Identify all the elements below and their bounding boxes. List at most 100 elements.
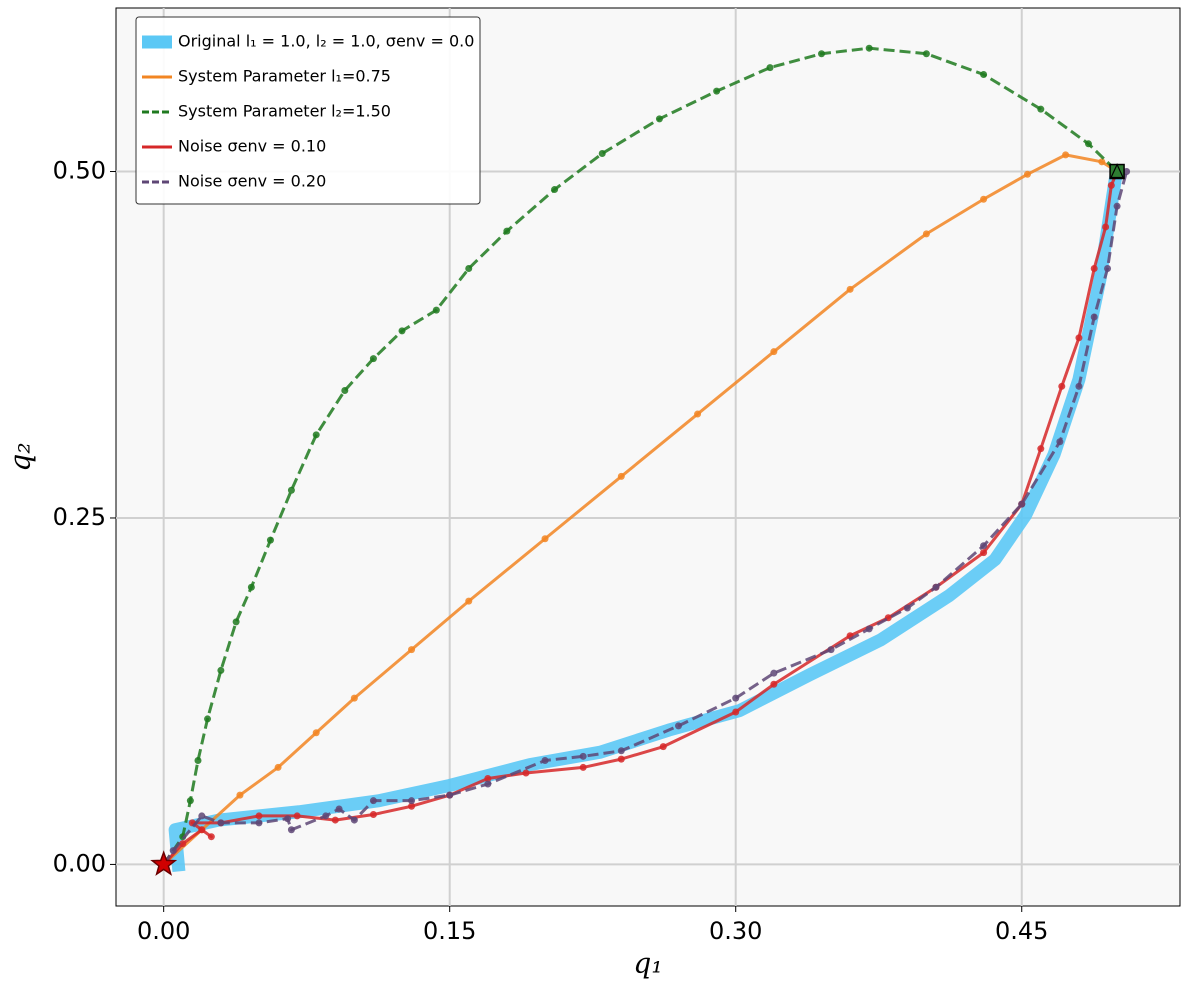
point <box>274 763 282 771</box>
point <box>408 797 416 805</box>
point <box>1037 445 1045 453</box>
point <box>1037 105 1045 113</box>
point <box>322 812 330 820</box>
point <box>903 604 911 612</box>
y-axis-label: q₂ <box>4 442 37 471</box>
point <box>551 186 559 194</box>
point <box>617 755 625 763</box>
point <box>398 327 406 335</box>
point <box>541 756 549 764</box>
point <box>732 694 740 702</box>
y-tick-label: 0.50 <box>53 157 106 185</box>
x-tick-label: 0.15 <box>423 917 476 945</box>
point <box>284 815 292 823</box>
x-tick-label: 0.00 <box>137 917 190 945</box>
point <box>522 769 530 777</box>
point <box>617 472 625 480</box>
point <box>846 285 854 293</box>
point <box>169 847 177 855</box>
point <box>1023 170 1031 178</box>
point <box>369 355 377 363</box>
point <box>1102 223 1110 231</box>
point <box>1098 158 1106 166</box>
point <box>198 826 206 834</box>
point <box>312 431 320 439</box>
goal-triangle <box>1110 163 1125 179</box>
point <box>432 306 440 314</box>
point <box>369 811 377 819</box>
point <box>1113 202 1121 210</box>
point <box>465 597 473 605</box>
point <box>369 797 377 805</box>
point <box>255 812 263 820</box>
point <box>207 833 215 841</box>
point <box>408 802 416 810</box>
point <box>770 348 778 356</box>
point <box>932 583 940 591</box>
series-line <box>168 170 1124 872</box>
point <box>341 386 349 394</box>
point <box>408 646 416 654</box>
point <box>617 747 625 755</box>
point <box>770 680 778 688</box>
point <box>331 816 339 824</box>
point <box>1090 313 1098 321</box>
point <box>980 542 988 550</box>
point <box>766 64 774 72</box>
point <box>350 694 358 702</box>
point <box>980 195 988 203</box>
start-marker <box>150 850 178 876</box>
point <box>287 826 295 834</box>
point <box>465 265 473 273</box>
point <box>579 763 587 771</box>
point <box>1104 265 1112 273</box>
legend-label: Noise σenv = 0.20 <box>178 172 326 191</box>
point <box>922 230 930 238</box>
y-tick-label: 0.25 <box>53 503 106 531</box>
point <box>827 646 835 654</box>
point <box>598 150 606 158</box>
point <box>446 791 454 799</box>
point <box>980 549 988 557</box>
point <box>293 812 301 820</box>
point <box>865 625 873 633</box>
x-axis-label: q₁ <box>633 947 662 980</box>
point <box>579 752 587 760</box>
point <box>1062 151 1070 159</box>
point <box>350 816 358 824</box>
point <box>217 819 225 827</box>
point <box>194 756 202 764</box>
point <box>484 780 492 788</box>
point <box>1056 438 1064 446</box>
point <box>922 50 930 58</box>
point <box>236 791 244 799</box>
point <box>770 669 778 677</box>
point <box>655 115 663 123</box>
point <box>204 715 212 723</box>
point <box>1075 382 1083 390</box>
point <box>865 44 873 52</box>
point <box>247 583 255 591</box>
x-tick-label: 0.30 <box>709 917 762 945</box>
point <box>1018 500 1026 508</box>
point <box>1058 382 1066 390</box>
point <box>266 536 274 544</box>
point <box>335 805 343 813</box>
point <box>713 87 721 95</box>
legend-label: Original l₁ = 1.0, l₂ = 1.0, σenv = 0.0 <box>178 32 474 51</box>
point <box>694 410 702 418</box>
point <box>1084 140 1092 148</box>
point <box>179 840 187 848</box>
point <box>484 775 492 783</box>
point <box>818 50 826 58</box>
point <box>675 722 683 730</box>
x-tick-label: 0.45 <box>995 917 1048 945</box>
legend-label: System Parameter l₁=0.75 <box>178 67 391 86</box>
point <box>1090 265 1098 273</box>
y-tick-label: 0.00 <box>53 849 106 877</box>
point <box>1107 181 1115 189</box>
point <box>312 729 320 737</box>
point <box>232 618 240 626</box>
legend-label: System Parameter l₂=1.50 <box>178 102 391 121</box>
